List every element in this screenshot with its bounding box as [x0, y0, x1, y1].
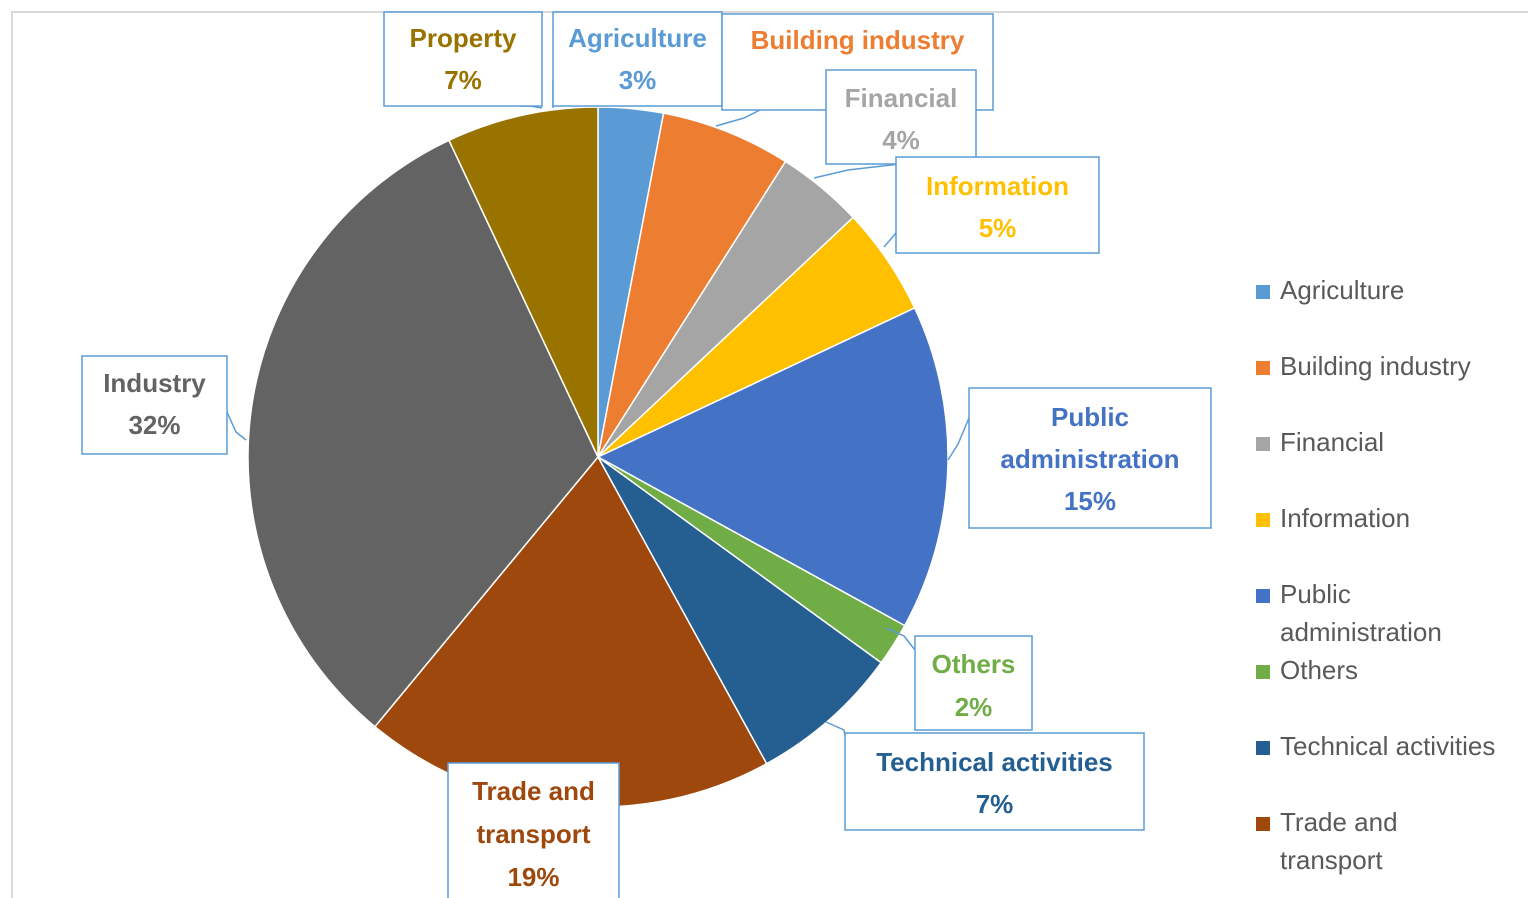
- leader-line-others: [885, 627, 916, 651]
- pie-slice-building-industry: [597, 112, 787, 458]
- data-label-box-public: [968, 387, 1212, 529]
- data-label-text-information: Information: [926, 171, 1069, 201]
- data-label-text-public: 15%: [1064, 486, 1116, 516]
- legend-label-information: Information: [1280, 503, 1410, 533]
- legend-item-public-administration: Public administration: [1256, 579, 1442, 647]
- data-label-text-trade-and: transport: [476, 819, 590, 849]
- leader-line-technical-activities: [825, 721, 846, 737]
- legend-label-trade-and-transport: transport: [1280, 845, 1383, 875]
- leader-line-industry: [226, 411, 247, 441]
- legend-swatch-financial: [1256, 437, 1270, 451]
- legend-label-public-administration: Public: [1280, 579, 1351, 609]
- data-label-industry: Industry 32%: [81, 355, 228, 455]
- legend-swatch-agriculture: [1256, 285, 1270, 299]
- leader-line-building-industry: [715, 109, 761, 127]
- data-label-text-public: Public: [1051, 402, 1129, 432]
- data-label-text-information: 5%: [979, 213, 1017, 243]
- data-label-technical-activities: Technical activities 7%: [844, 732, 1145, 831]
- data-label-box-financial: [825, 69, 977, 165]
- data-label-text-trade-and: 19%: [507, 862, 559, 892]
- legend-swatch-public-administration: [1256, 589, 1270, 603]
- data-label-box-industry: [81, 355, 228, 455]
- data-label-trade-and: Trade and transport 19%: [447, 762, 620, 898]
- data-label-text-public: administration: [1000, 444, 1179, 474]
- leader-line-information: [883, 232, 897, 248]
- legend-label-others: Others: [1280, 655, 1358, 685]
- data-label-text-industry: Industry: [103, 368, 206, 398]
- pie-slice-property: [447, 106, 599, 458]
- legend-item-trade-and-transport: Trade and transport: [1256, 807, 1398, 875]
- chart-legend: Agriculture Building industry Financial Inf…: [1256, 275, 1495, 875]
- data-label-text-financial: Financial: [845, 83, 958, 113]
- legend-swatch-information: [1256, 513, 1270, 527]
- legend-label-public-administration: administration: [1280, 617, 1442, 647]
- data-label-text-industry: 32%: [128, 410, 180, 440]
- data-label-financial: Financial 4%: [825, 69, 977, 165]
- legend-label-technical-activities: Technical activities: [1280, 731, 1495, 761]
- data-label-text-technical-activities: 7%: [976, 789, 1014, 819]
- data-label-box-information: [895, 156, 1100, 254]
- legend-label-financial: Financial: [1280, 427, 1384, 457]
- data-label-box-technical-activities: [844, 732, 1145, 831]
- legend-label-building-industry: Building industry: [1280, 351, 1471, 381]
- legend-swatch-technical-activities: [1256, 741, 1270, 755]
- data-label-box-property: [383, 11, 543, 107]
- data-label-text-property: 7%: [444, 65, 482, 95]
- data-label-text-agriculture: Agriculture: [568, 23, 707, 53]
- data-label-text-building-industry: Building industry: [751, 25, 965, 55]
- pie-slice-technical-activities: [597, 456, 883, 765]
- data-label-box-trade-and: [447, 762, 620, 898]
- leader-line-financial: [813, 163, 901, 179]
- data-label-text-financial: 4%: [882, 125, 920, 155]
- data-label-property: Property 7%: [383, 11, 543, 107]
- data-label-text-others: 2%: [955, 692, 993, 722]
- data-label-information: Information 5%: [895, 156, 1100, 254]
- legend-item-technical-activities: Technical activities: [1256, 731, 1495, 761]
- legend-item-others: Others: [1256, 655, 1358, 685]
- data-label-agriculture: Agriculture 3%: [552, 11, 723, 107]
- data-label-others: Others 2%: [914, 635, 1033, 731]
- pie-slice-industry: [247, 139, 599, 728]
- leader-line-public: [947, 417, 970, 461]
- data-label-text-technical-activities: Technical activities: [876, 747, 1113, 777]
- data-label-callouts: Property 7% Agriculture 3% Building industry…: [81, 11, 1212, 898]
- data-label-text-others: Others: [932, 649, 1016, 679]
- chart-frame-border: [11, 11, 1528, 898]
- pie-slice-public-administration: [596, 306, 949, 627]
- data-label-box-others: [914, 635, 1033, 731]
- legend-item-building-industry: Building industry: [1256, 351, 1471, 381]
- legend-swatch-others: [1256, 665, 1270, 679]
- legend-item-information: Information: [1256, 503, 1410, 533]
- data-label-text-property: Property: [410, 23, 517, 53]
- legend-item-agriculture: Agriculture: [1256, 275, 1404, 305]
- data-label-public: Public administration 15%: [968, 387, 1212, 529]
- legend-swatch-building-industry: [1256, 361, 1270, 375]
- legend-label-trade-and-transport: Trade and: [1280, 807, 1398, 837]
- data-label-text-trade-and: Trade and: [472, 776, 595, 806]
- pie-slices: [247, 106, 949, 808]
- legend-label-agriculture: Agriculture: [1280, 275, 1404, 305]
- legend-swatch-trade-and-transport: [1256, 817, 1270, 831]
- leader-lines: [226, 80, 970, 737]
- data-label-text-agriculture: 3%: [619, 65, 657, 95]
- legend-item-financial: Financial: [1256, 427, 1384, 457]
